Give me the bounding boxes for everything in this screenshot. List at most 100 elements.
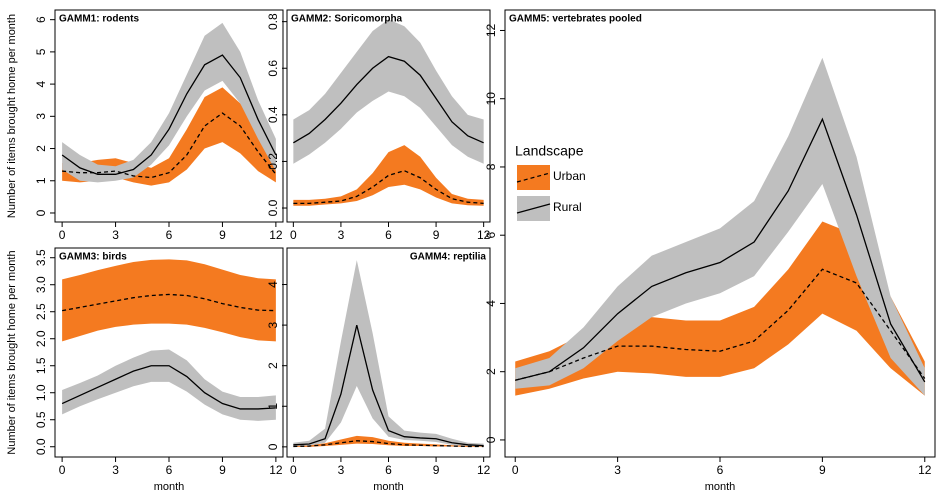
y-tick-label: 4 (34, 80, 48, 87)
legend-line (516, 172, 551, 183)
x-tick-label: 6 (385, 228, 392, 242)
x-tick-label: 3 (614, 463, 621, 477)
legend-label: Rural (553, 200, 582, 214)
panel-title: GAMM1: rodents (59, 14, 139, 25)
trend-line (293, 324, 484, 447)
plot-area (515, 57, 926, 396)
x-tick-label: 12 (918, 463, 932, 477)
x-axis-label: month (154, 481, 185, 493)
plot-area (293, 260, 484, 448)
confidence-band (293, 260, 484, 447)
legend-title: Landscape (515, 143, 584, 159)
confidence-band (515, 57, 925, 396)
x-tick-label: 0 (59, 228, 66, 242)
y-tick-label: 6 (34, 16, 48, 23)
y-tick-label: 10 (484, 92, 498, 106)
x-tick-label: 6 (166, 463, 173, 477)
y-tick-label: 2 (484, 368, 498, 375)
panel-title: GAMM2: Soricomorpha (291, 14, 403, 25)
x-tick-label: 6 (717, 463, 724, 477)
x-tick-label: 12 (477, 228, 491, 242)
x-tick-label: 12 (269, 228, 283, 242)
x-tick-label: 3 (112, 463, 119, 477)
x-tick-label: 6 (166, 228, 173, 242)
y-tick-label: 0.6 (266, 60, 280, 77)
x-tick-label: 9 (433, 463, 440, 477)
y-tick-label: 0.2 (266, 153, 280, 170)
x-tick-label: 3 (112, 228, 119, 242)
y-tick-label: 2 (34, 145, 48, 152)
y-tick-label: 3.5 (34, 249, 48, 266)
y-tick-label: 12 (484, 23, 498, 37)
y-tick-label: 2 (266, 362, 280, 369)
confidence-band (62, 87, 276, 186)
y-axis-label: Number of items brought home per month (6, 250, 18, 454)
y-tick-label: 3.0 (34, 276, 48, 293)
x-tick-label: 9 (219, 228, 226, 242)
trend-line (62, 112, 277, 179)
y-tick-label: 6 (484, 232, 498, 239)
trend-line (61, 54, 277, 175)
confidence-band (515, 221, 925, 396)
confidence-band (62, 22, 276, 183)
y-tick-label: 0 (484, 436, 498, 443)
y-tick-label: 0.0 (266, 199, 280, 216)
x-tick-label: 0 (59, 463, 66, 477)
x-tick-label: 9 (219, 463, 226, 477)
trend-line (293, 170, 484, 205)
plot-area (293, 19, 484, 206)
y-tick-label: 2.0 (34, 330, 48, 347)
trend-line (61, 365, 276, 410)
confidence-band (293, 435, 484, 447)
y-tick-label: 0.8 (266, 13, 280, 30)
x-tick-label: 12 (477, 463, 491, 477)
y-tick-label: 1.5 (34, 357, 48, 374)
y-tick-label: 0.4 (266, 106, 280, 123)
confidence-band (62, 349, 276, 421)
x-tick-label: 9 (433, 228, 440, 242)
y-tick-label: 2.5 (34, 303, 48, 320)
x-tick-label: 3 (338, 463, 345, 477)
x-tick-label: 0 (290, 228, 297, 242)
trend-line (62, 293, 276, 312)
legend: Landscape Urban Rural (515, 143, 586, 221)
y-tick-label: 8 (484, 163, 498, 170)
y-tick-label: 3 (266, 321, 280, 328)
trend-line (293, 440, 484, 448)
panel-title: GAMM4: reptilia (410, 252, 487, 263)
y-tick-label: 5 (34, 48, 48, 55)
y-tick-label: 4 (266, 281, 280, 288)
x-tick-label: 0 (512, 463, 519, 477)
panel: 0 3 6 9 12 0.0 0.2 0.4 0.6 0.8 GAMM2: Soricomorpha (266, 9, 491, 242)
y-tick-label: 0.0 (34, 438, 48, 455)
plot-area (61, 22, 277, 186)
panel-title: GAMM3: birds (59, 252, 127, 263)
confidence-band (62, 259, 276, 342)
y-tick-label: 1.0 (34, 384, 48, 401)
x-axis-label: month (705, 481, 736, 493)
x-tick-label: 3 (338, 228, 345, 242)
y-axis-label: Number of items brought home per month (6, 14, 18, 218)
panel-title: GAMM5: vertebrates pooled (509, 14, 642, 25)
y-tick-label: 3 (34, 113, 48, 120)
trend-line (515, 117, 926, 383)
y-tick-label: 1 (266, 403, 280, 410)
y-tick-label: 1 (34, 177, 48, 184)
y-tick-label: 0.5 (34, 411, 48, 428)
trend-line (293, 55, 484, 144)
x-axis-label: month (373, 481, 404, 493)
y-tick-label: 0 (34, 209, 48, 216)
panel: 0 3 6 9 12 0 2 4 6 8 10 12 GAMM5: vertebrates pooled… (484, 9, 936, 493)
y-tick-label: 4 (484, 300, 498, 307)
y-tick-label: 0 (266, 443, 280, 450)
legend-label: Urban (553, 169, 586, 183)
x-tick-label: 12 (269, 463, 283, 477)
trend-line (515, 268, 926, 381)
confidence-band (293, 19, 484, 164)
confidence-band (293, 145, 484, 206)
legend-line (516, 203, 551, 214)
x-tick-label: 6 (385, 463, 392, 477)
